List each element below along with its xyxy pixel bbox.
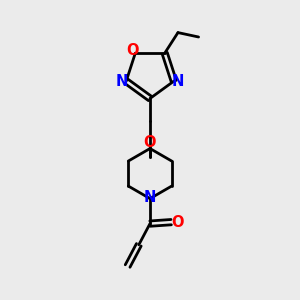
Text: N: N: [116, 74, 128, 89]
Text: N: N: [172, 74, 184, 89]
Text: O: O: [127, 43, 139, 58]
Text: O: O: [144, 134, 156, 149]
Text: O: O: [171, 214, 183, 230]
Text: N: N: [144, 190, 156, 205]
